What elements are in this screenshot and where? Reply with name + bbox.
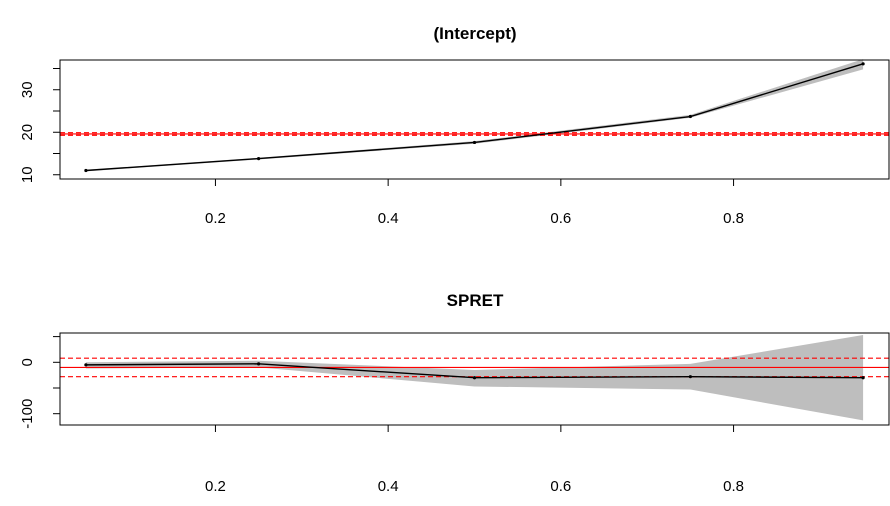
x-tick-label: 0.2: [205, 478, 226, 495]
panel-spret: SPRET 0.2 0.4 0.6 0.8 -100 0: [19, 291, 890, 495]
plot-area-spret: [53, 332, 890, 432]
plot-area-intercept: [53, 59, 890, 186]
data-point: [84, 168, 88, 173]
series-line: [85, 63, 864, 172]
data-point: [688, 375, 692, 379]
data-point: [688, 114, 692, 119]
x-tick-label: 0.4: [378, 210, 399, 227]
y-tick-label: 0: [19, 358, 36, 366]
x-tick-label: 0.2: [205, 210, 226, 227]
panel-intercept: (Intercept) 0.2 0.4 0.6 0.8 10 20 30: [19, 24, 890, 227]
y-tick-label: -100: [19, 399, 36, 429]
data-point: [861, 62, 865, 66]
data-point: [472, 140, 477, 145]
x-tick-label: 0.8: [723, 210, 744, 227]
data-point: [257, 362, 261, 366]
data-point: [472, 376, 477, 380]
data-point: [257, 157, 261, 161]
y-tick-label: 20: [19, 124, 36, 141]
y-tick-label: 30: [19, 81, 36, 98]
panel-title-spret: SPRET: [447, 291, 504, 310]
confidence-band: [85, 59, 864, 172]
y-tick-label: 10: [19, 166, 36, 183]
plot-frame: [59, 59, 890, 180]
data-point: [84, 363, 88, 367]
x-tick-label: 0.4: [378, 478, 399, 495]
x-tick-label: 0.6: [550, 478, 571, 495]
panel-title-intercept: (Intercept): [433, 24, 516, 43]
data-point: [861, 376, 865, 380]
x-tick-label: 0.8: [723, 478, 744, 495]
x-tick-label: 0.6: [550, 210, 571, 227]
